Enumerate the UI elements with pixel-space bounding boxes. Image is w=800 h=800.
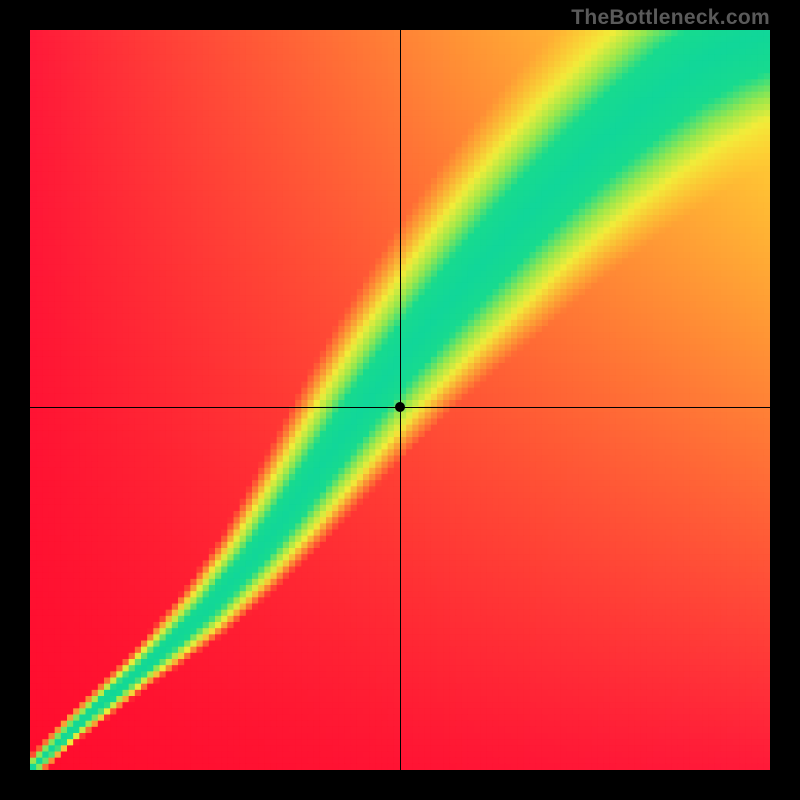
outer-frame: TheBottleneck.com (0, 0, 800, 800)
crosshair-marker (395, 402, 405, 412)
crosshair-vertical (400, 30, 401, 770)
watermark-text: TheBottleneck.com (571, 6, 770, 30)
